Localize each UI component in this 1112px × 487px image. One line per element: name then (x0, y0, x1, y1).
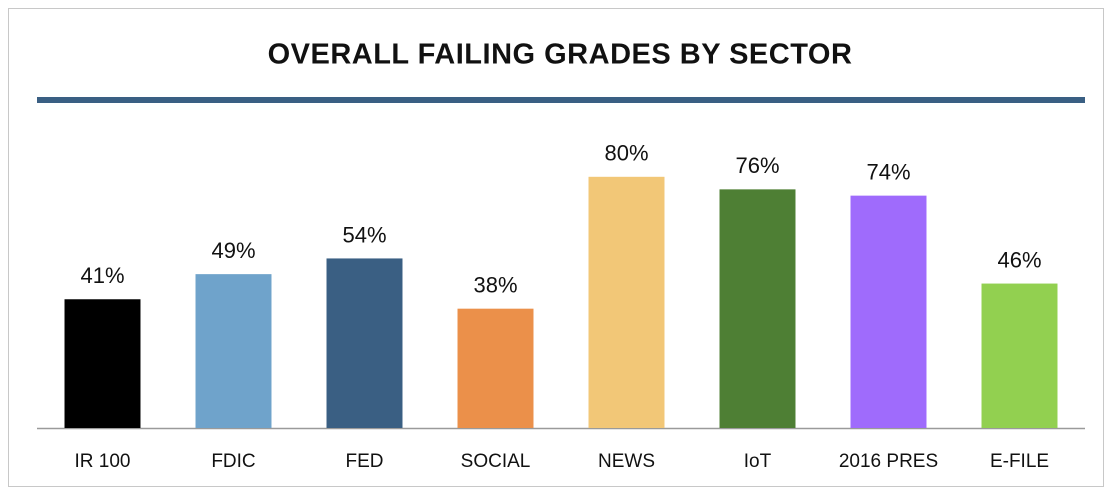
bar (326, 258, 403, 428)
bar (457, 308, 534, 428)
bar (195, 274, 272, 428)
value-label: 54% (342, 222, 386, 247)
x-tick-label: FDIC (211, 451, 255, 472)
chart-title: OVERALL FAILING GRADES BY SECTOR (268, 39, 853, 71)
x-tick-label: NEWS (598, 451, 655, 472)
chart-frame (8, 8, 1104, 487)
bar (719, 189, 796, 428)
x-tick-label: SOCIAL (461, 451, 531, 472)
x-tick-label: IoT (744, 451, 772, 472)
value-label: 49% (211, 238, 255, 263)
value-label: 74% (866, 159, 910, 184)
value-label: 38% (473, 272, 517, 297)
title-rule (37, 97, 1085, 103)
bar (588, 176, 665, 428)
x-tick-label: FED (346, 451, 384, 472)
x-tick-label: 2016 PRES (839, 451, 938, 472)
bar (850, 195, 927, 428)
value-label: 46% (997, 247, 1041, 272)
x-tick-label: E-FILE (990, 451, 1049, 472)
value-label: 41% (80, 263, 124, 288)
bar (981, 283, 1058, 428)
value-label: 76% (735, 153, 779, 178)
bar (64, 299, 141, 428)
x-tick-label: IR 100 (75, 451, 131, 472)
value-label: 80% (604, 141, 648, 166)
